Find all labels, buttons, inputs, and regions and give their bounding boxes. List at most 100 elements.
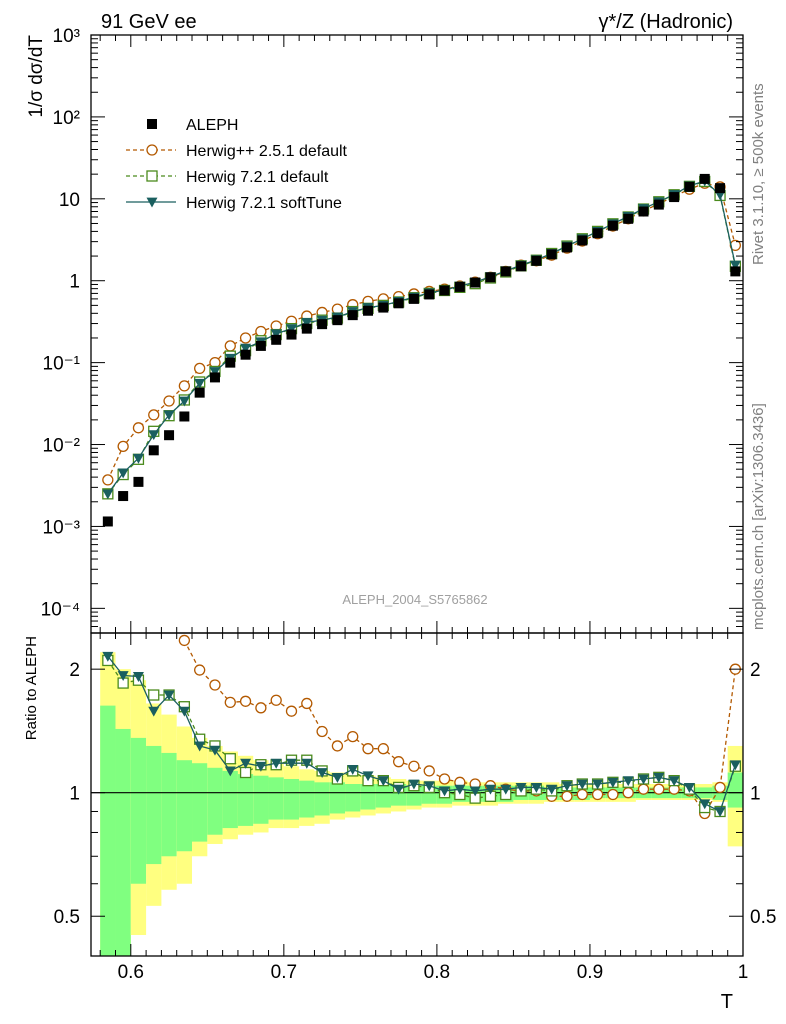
data-marker xyxy=(484,784,496,795)
legend-entry: Herwig 7.2.1 softTune xyxy=(126,195,342,212)
main-panel: 10⁻⁴ 10⁻³ 10⁻² 10⁻¹ 1 10 10² 10³ xyxy=(41,26,744,634)
x-tick-label: 0.8 xyxy=(424,962,450,983)
data-marker xyxy=(178,380,191,392)
data-marker xyxy=(530,783,542,793)
data-marker xyxy=(516,261,527,272)
ratio-y-tick-label-right: 2 xyxy=(750,660,761,681)
data-marker xyxy=(592,228,603,239)
green-band-bin xyxy=(207,767,223,835)
data-marker xyxy=(469,786,481,797)
data-marker xyxy=(423,781,435,792)
ratio-frame xyxy=(90,632,744,957)
data-marker xyxy=(561,790,573,802)
analysis-watermark: ALEPH_2004_S5765862 xyxy=(342,592,487,607)
data-marker xyxy=(316,768,328,779)
green-band-bin xyxy=(360,784,376,810)
green-band-bin xyxy=(176,760,193,852)
data-marker xyxy=(347,310,358,321)
data-marker xyxy=(209,367,221,377)
data-marker xyxy=(607,777,619,788)
data-marker xyxy=(255,761,267,772)
data-marker xyxy=(485,272,496,283)
data-marker xyxy=(102,474,114,486)
data-marker xyxy=(546,249,557,260)
data-marker xyxy=(148,445,159,456)
green-band-bin xyxy=(299,780,315,818)
data-marker xyxy=(117,468,129,479)
data-marker xyxy=(270,758,282,769)
energy-label: 91 GeV ee xyxy=(101,11,197,33)
data-marker xyxy=(224,340,236,352)
data-marker xyxy=(531,255,542,266)
mcplots-label: mcplots.cern.ch [arXiv:1306.3436] xyxy=(750,403,767,630)
data-marker xyxy=(147,119,157,129)
data-marker xyxy=(668,776,680,787)
data-marker xyxy=(331,772,343,783)
green-band-bin xyxy=(727,772,743,808)
data-marker xyxy=(132,422,145,434)
data-marker xyxy=(286,329,297,340)
green-band-bin xyxy=(192,763,208,842)
data-marker xyxy=(576,779,588,790)
data-marker xyxy=(653,783,665,795)
x-tick-label: 0.6 xyxy=(118,962,144,983)
data-marker xyxy=(622,787,634,799)
data-marker xyxy=(438,773,451,785)
series-2 xyxy=(102,175,741,500)
data-marker xyxy=(164,430,175,441)
data-marker xyxy=(408,760,420,772)
data-marker xyxy=(255,325,267,338)
series-line xyxy=(107,180,736,495)
legend-label: Herwig 7.2.1 default xyxy=(186,169,329,186)
data-marker xyxy=(591,788,604,801)
main-series xyxy=(102,173,741,527)
data-marker xyxy=(178,396,190,407)
data-marker xyxy=(623,213,634,224)
green-band-bin xyxy=(314,782,330,816)
data-marker xyxy=(347,730,359,743)
data-marker xyxy=(377,743,389,755)
data-marker xyxy=(638,206,649,217)
data-marker xyxy=(607,220,618,231)
data-marker xyxy=(408,779,420,790)
data-marker xyxy=(347,764,359,775)
data-marker xyxy=(270,329,282,340)
data-marker xyxy=(729,760,741,771)
green-band-bin xyxy=(329,782,346,814)
data-marker xyxy=(363,305,374,316)
data-marker xyxy=(331,740,344,752)
data-marker xyxy=(132,672,144,682)
green-band-bin xyxy=(146,745,162,865)
data-marker xyxy=(715,183,726,194)
data-marker xyxy=(392,756,405,768)
data-marker xyxy=(500,266,511,277)
data-marker xyxy=(146,197,158,208)
data-marker xyxy=(194,378,206,389)
data-marker xyxy=(146,170,158,182)
y-tick-label: 1 xyxy=(69,272,80,293)
data-marker xyxy=(224,753,236,765)
data-marker xyxy=(148,430,160,441)
series-line xyxy=(107,182,736,481)
data-marker xyxy=(423,765,435,777)
data-marker xyxy=(699,173,710,184)
data-marker xyxy=(133,476,144,487)
data-marker xyxy=(500,784,512,795)
green-band-bin xyxy=(130,737,147,884)
x-axis-label: T xyxy=(721,991,733,1013)
data-marker xyxy=(653,199,664,210)
data-marker xyxy=(209,679,221,691)
series-1 xyxy=(102,177,741,486)
legend-entry: ALEPH xyxy=(147,117,238,134)
data-marker xyxy=(117,671,129,682)
main-ylabel: 1/σ dσ/dT xyxy=(26,35,47,118)
data-marker xyxy=(362,771,374,782)
data-marker xyxy=(607,788,619,801)
data-marker xyxy=(270,694,282,706)
data-marker xyxy=(239,332,252,344)
data-marker xyxy=(638,774,650,785)
green-band-bin xyxy=(100,705,116,956)
data-marker xyxy=(179,411,190,422)
data-marker xyxy=(224,766,236,777)
